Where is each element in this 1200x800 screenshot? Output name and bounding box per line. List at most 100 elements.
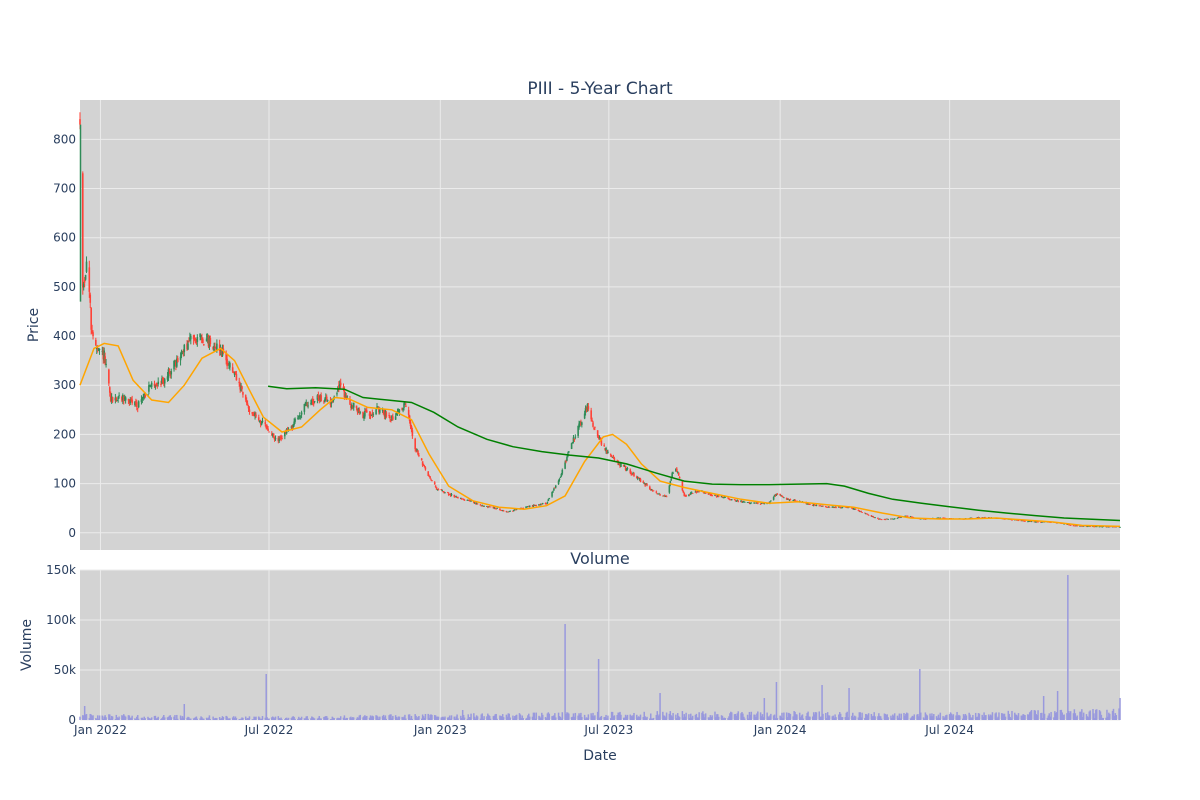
volume-bar [982,716,984,720]
candle-body [95,339,97,346]
candle-body [822,505,824,507]
candle-body [772,496,775,500]
candle-body [782,496,784,498]
volume-bar [933,714,935,720]
candle-body [896,518,899,519]
volume-bar [724,718,726,720]
volume-bar [748,711,751,720]
candle-body [642,481,645,483]
volume-bar [448,715,451,720]
volume-bar [796,714,798,720]
volume-bar [444,716,446,720]
volume-bar [173,716,175,720]
candle-body [239,383,241,390]
volume-bar [292,716,294,720]
candle-body [1114,526,1117,528]
volume-bar [995,712,997,720]
candle-body [244,395,247,400]
volume-bar [384,715,387,720]
volume-bar [968,712,970,720]
candle-body [871,516,874,517]
price-y-tick-label: 400 [53,329,76,343]
candle-body [611,456,614,458]
candle-body [870,515,873,517]
volume-bar [251,719,253,720]
candle-body [208,337,211,347]
candle-body [284,431,287,433]
candle-body [316,395,319,400]
volume-bar [505,714,508,720]
candle-body [349,399,351,405]
volume-bar [421,714,424,720]
volume-bar [642,716,645,720]
candle-body [136,407,139,409]
candle-body [457,497,459,499]
volume-bar [467,714,470,720]
candle-body [826,506,829,508]
volume-bar [359,714,362,720]
candle-body [897,517,900,519]
candle-body [824,506,827,507]
volume-bar [854,716,857,720]
volume-bar [599,716,602,720]
volume-bar [845,712,848,720]
candle-body [324,399,326,403]
candle-body [1094,526,1097,528]
volume-bar [631,716,633,720]
candle-body [143,393,146,399]
candle-body [592,422,594,427]
volume-bar [234,716,237,720]
volume-bar [1040,712,1042,720]
candle-body [531,505,534,507]
candle-body [311,399,314,405]
volume-bar [728,716,730,720]
candle-body [390,419,392,421]
volume-bar [420,718,423,720]
volume-bar [649,718,651,720]
candle-body [436,489,439,491]
candle-body [320,395,322,402]
volume-bar [540,717,542,720]
candle-body [377,406,379,408]
volume-y-tick-label: 100k [46,613,76,627]
volume-bar [813,714,816,720]
candle-body [487,506,489,508]
candle-body [253,414,255,416]
volume-bar [1068,710,1070,720]
volume-bar [404,714,406,720]
volume-bar [555,717,557,720]
volume-bar [143,716,145,720]
candle-body [900,517,902,518]
volume-bar [626,714,629,720]
candle-body [860,511,862,513]
candle-body [853,509,856,510]
volume-bar [665,712,668,720]
volume-bar [398,716,401,720]
candle-body [274,438,277,440]
volume-bar [509,717,511,720]
candle-body [650,489,653,491]
volume-bar [896,715,899,720]
candle-body [560,474,563,477]
volume-bar [891,717,893,720]
volume-bar [949,712,952,720]
volume-bar [917,714,919,720]
volume-bar [767,716,769,720]
volume-bar [513,718,515,720]
candle-body [656,493,659,495]
candle-body [789,499,792,501]
volume-bar [109,718,112,720]
volume-bar [153,715,156,720]
volume-bar [585,717,588,720]
candle-body [300,412,303,415]
volume-bar [746,714,749,720]
candle-body [307,405,309,407]
volume-bar [381,716,384,720]
volume-bar [639,714,642,720]
volume-bar [312,717,314,720]
volume-bar [825,713,827,720]
candle-body [544,503,547,505]
candle-body [1021,520,1024,522]
volume-bar [521,715,524,720]
volume-bar [1033,710,1036,720]
